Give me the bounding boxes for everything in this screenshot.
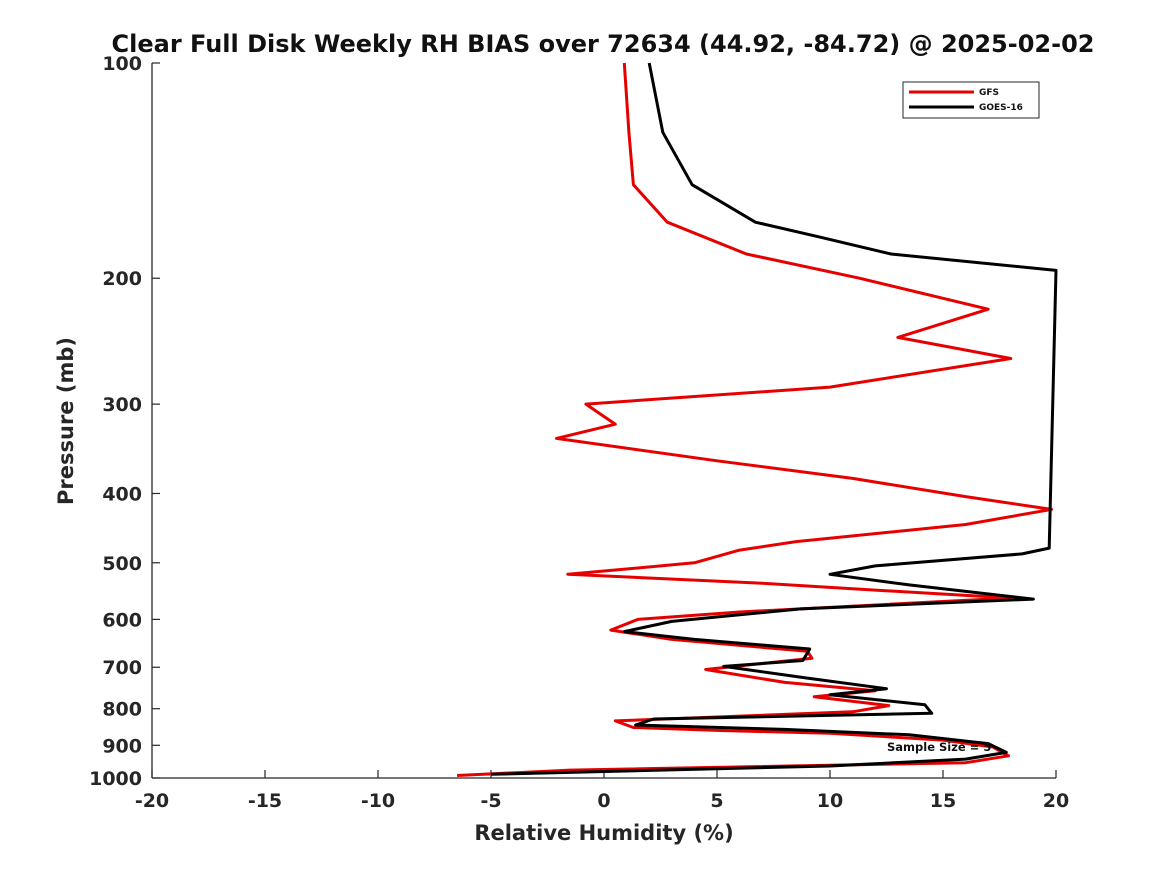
- y-tick-label: 200: [102, 268, 142, 290]
- y-tick-label: 700: [102, 657, 142, 679]
- x-tick-label: -20: [135, 790, 169, 812]
- y-tick-label: 600: [102, 609, 142, 631]
- y-tick-label: 800: [102, 699, 142, 721]
- legend-gfs-label: GFS: [979, 88, 999, 98]
- x-axis-ticks: -20 -15 -10 -5 0 5 10 15 20: [135, 770, 1069, 812]
- legend: GFS GOES-16: [902, 81, 1040, 119]
- y-axis-ticks: 100 200 300 400 500 600 700 800 900 1000: [89, 53, 160, 790]
- y-axis-label: Pressure (mb): [54, 337, 78, 505]
- legend-box: [902, 81, 1040, 119]
- x-tick-label: 10: [817, 790, 843, 812]
- x-tick-label: -10: [361, 790, 395, 812]
- x-tick-label: -5: [480, 790, 501, 812]
- y-tick-label: 100: [102, 53, 142, 75]
- y-tick-label: 900: [102, 735, 142, 757]
- series-layer: [457, 62, 1058, 777]
- x-tick-label: 20: [1043, 790, 1069, 812]
- x-tick-label: 0: [597, 790, 610, 812]
- series-line-goes-16: [490, 62, 1058, 776]
- x-tick-label: -15: [248, 790, 282, 812]
- sample-size-annotation: Sample Size = 5: [887, 740, 991, 754]
- legend-goes16-label: GOES-16: [979, 103, 1023, 113]
- y-tick-label: 1000: [89, 768, 142, 790]
- x-tick-label: 15: [930, 790, 956, 812]
- x-tick-label: 5: [710, 790, 723, 812]
- y-tick-label: 300: [102, 394, 142, 416]
- y-tick-label: 400: [102, 483, 142, 505]
- x-axis-label: Relative Humidity (%): [474, 821, 733, 845]
- chart-title: Clear Full Disk Weekly RH BIAS over 7263…: [112, 30, 1095, 58]
- y-tick-label: 500: [102, 553, 142, 575]
- series-line-gfs: [457, 62, 1053, 777]
